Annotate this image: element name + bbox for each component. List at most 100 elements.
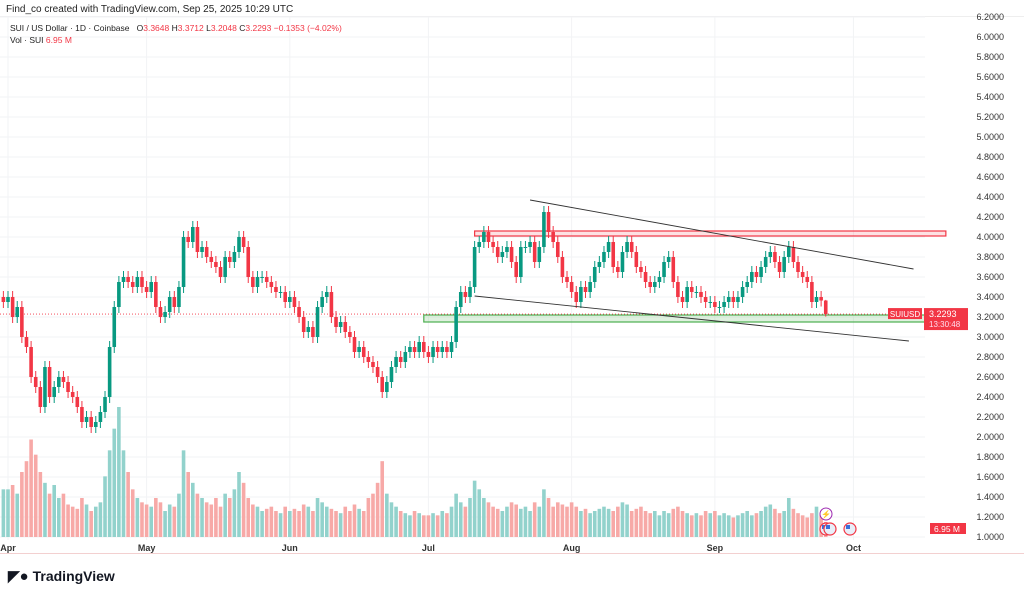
volume-bar: [149, 506, 154, 537]
volume-bar: [708, 513, 713, 537]
candle-body: [158, 307, 163, 317]
y-tick-label: 3.4000: [976, 292, 1004, 302]
volume-bar: [385, 493, 389, 537]
price-chart[interactable]: 6.2000 6.0000 5.8000 5.6000 5.4000 5.2000 5.00…: [0, 0, 1024, 560]
volume-bar: [306, 506, 311, 537]
volume-bar: [278, 513, 283, 537]
candle-body: [408, 347, 412, 352]
candle-body: [269, 282, 274, 287]
volume-bar: [671, 508, 676, 537]
volume-bar: [662, 511, 666, 537]
volume-bar: [251, 504, 255, 537]
volume-bar: [546, 498, 551, 537]
candle-body: [297, 307, 301, 317]
volume-bar: [468, 498, 472, 537]
volume-bar: [264, 508, 269, 537]
y-tick-label: 1.6000: [976, 472, 1004, 482]
volume-bar: [214, 498, 218, 537]
volume-bar: [717, 515, 722, 537]
candle-body: [759, 267, 763, 277]
candle-body: [458, 292, 463, 307]
volume-bar: [70, 506, 75, 537]
candle-body: [625, 242, 629, 252]
candle-body: [671, 257, 676, 282]
volume-value: 6.95 M: [45, 35, 72, 45]
y-tick-label: 5.6000: [976, 72, 1004, 82]
candle-body: [505, 247, 509, 252]
candle-body: [703, 297, 708, 302]
volume-bar: [20, 472, 24, 537]
volume-bar: [343, 506, 348, 537]
tradingview-logo: ◤● TradingView: [8, 567, 115, 585]
candle-body: [274, 287, 278, 292]
candle-body: [666, 257, 671, 262]
candle-body: [592, 267, 597, 282]
volume-bar: [117, 407, 121, 537]
volume-bar: [606, 508, 611, 537]
us-flag-canton: [846, 525, 850, 529]
candle-body: [315, 307, 320, 337]
change-value: −0.1353 (−4.02%): [273, 23, 342, 33]
volume-bar: [311, 511, 315, 537]
candle-body: [20, 307, 24, 337]
volume-bar: [61, 493, 66, 537]
volume-bar: [135, 498, 140, 537]
candle-body: [283, 292, 287, 302]
volume-bar: [288, 511, 292, 537]
volume-bar: [154, 498, 158, 537]
candle-body: [602, 252, 606, 262]
volume-bar: [43, 482, 47, 537]
candle-body: [713, 302, 717, 307]
volume-bar: [426, 515, 431, 537]
candle-body: [754, 272, 759, 277]
x-tick-label: Jul: [422, 543, 435, 553]
volume-bar: [103, 476, 107, 537]
volume-bar: [1, 489, 6, 537]
volume-bar: [241, 482, 246, 537]
candle-body: [560, 257, 565, 277]
volume-bar: [486, 502, 491, 537]
volume-bar: [583, 508, 588, 537]
candle-body: [343, 322, 348, 332]
volume-bar: [66, 504, 70, 537]
volume-bar: [676, 506, 680, 537]
volume-bar: [680, 511, 685, 537]
candle-body: [121, 277, 126, 282]
candle-body: [708, 302, 713, 303]
candle-body: [542, 212, 546, 247]
volume-bar: [505, 506, 509, 537]
candle-body: [112, 307, 117, 347]
volume-bar: [750, 515, 754, 537]
symbol-label[interactable]: SUI / US Dollar · 1D · Coinbase: [10, 23, 130, 33]
candle-body: [583, 287, 588, 292]
candle-body: [6, 297, 10, 302]
volume-bar: [639, 506, 643, 537]
candle-body: [495, 247, 500, 257]
candle-body: [426, 352, 431, 357]
resistance-zone: [474, 230, 947, 237]
candle-body: [204, 247, 209, 257]
candle-body: [93, 422, 98, 427]
volume-bar: [759, 511, 763, 537]
candle-body: [361, 347, 366, 357]
y-tick-label: 5.8000: [976, 52, 1004, 62]
volume-bar: [223, 493, 227, 537]
volume-bar: [80, 498, 84, 537]
candle-body: [195, 227, 200, 252]
candle-body: [768, 252, 773, 257]
lightning-glyph: ⚡: [821, 509, 831, 519]
volume-bar: [472, 480, 477, 537]
volume-bar: [782, 511, 786, 537]
volume-bar: [403, 513, 408, 537]
high-value: 3.3712: [177, 23, 204, 33]
volume-bar: [773, 508, 777, 537]
volume-bar: [616, 506, 620, 537]
volume-bar: [597, 508, 602, 537]
y-tick-label: 2.4000: [976, 392, 1004, 402]
volume-bar: [200, 498, 204, 537]
symbol-tag: SUIUSD: [890, 310, 920, 319]
candle-body: [209, 257, 214, 262]
volume-bar: [477, 489, 482, 537]
volume-bar: [338, 513, 343, 537]
volume-bar: [366, 498, 371, 537]
